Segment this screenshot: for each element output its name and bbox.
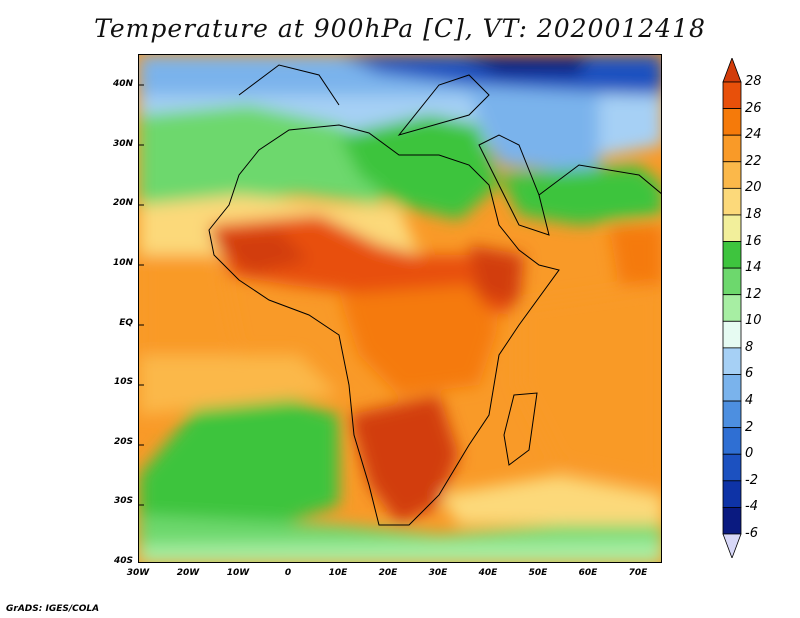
field-atlantic-cooler: [139, 355, 339, 415]
field-indian-ocean: [519, 285, 661, 485]
lon-label: 0: [284, 568, 292, 578]
colorbar-swatch: [722, 427, 742, 455]
colorbar-label: 4: [745, 393, 754, 409]
lat-label: 10S: [113, 377, 133, 387]
lon-label: 30E: [428, 568, 448, 578]
colorbar-swatch: [722, 453, 742, 482]
colorbar-label: 18: [745, 206, 762, 222]
field-south-indian-yellow: [439, 475, 661, 525]
colorbar-label: 10: [745, 313, 762, 329]
lat-label: 10N: [112, 258, 133, 268]
lat-label: 40N: [112, 79, 133, 89]
colorbar-swatch: [722, 347, 742, 375]
lat-label: 30N: [112, 139, 133, 149]
field-southern-ocean-cool: [139, 540, 661, 562]
colorbar-label: 12: [745, 286, 762, 302]
colorbar-label: -2: [745, 472, 758, 488]
colorbar-swatch: [722, 187, 742, 216]
lon-label: 20W: [176, 568, 200, 578]
colorbar: [722, 58, 742, 558]
coastlines: [208, 64, 661, 526]
map-title: Temperature at 900hPa [C], VT: 202001241…: [94, 14, 706, 43]
lat-label: EQ: [119, 318, 133, 328]
colorbar-label: 8: [745, 339, 754, 355]
colorbar-swatch: [722, 480, 742, 508]
colorbar-label: -6: [745, 526, 758, 541]
colorbar-swatch: [722, 241, 742, 269]
colorbar-label: 20: [745, 180, 762, 196]
lon-label: 70E: [628, 568, 648, 578]
colorbar-swatch: [722, 134, 742, 163]
colorbar-label: 6: [745, 366, 754, 382]
lat-label: 40S: [113, 556, 133, 566]
field-east-africa-hottest: [469, 245, 524, 305]
colorbar-swatch: [722, 81, 742, 109]
colorbar-swatch: [722, 533, 742, 558]
lon-label: 50E: [528, 568, 548, 578]
lat-label: 30S: [113, 496, 133, 506]
colorbar-swatch: [722, 108, 742, 136]
lon-label: 10E: [328, 568, 348, 578]
colorbar-swatch: [722, 400, 742, 429]
colorbar-label: 14: [745, 260, 762, 276]
lat-label: 20N: [112, 198, 133, 208]
field-central-africa: [339, 285, 499, 395]
lon-label: 30W: [126, 568, 150, 578]
colorbar-label: 16: [745, 233, 762, 249]
colorbar-label: 26: [745, 100, 762, 116]
colorbar-swatch: [722, 507, 742, 535]
credit-text: GrADS: IGES/COLA: [6, 604, 100, 614]
field-atlantic-warm: [139, 255, 239, 355]
colorbar-label: 24: [745, 127, 762, 143]
field-sahara-green: [339, 115, 499, 220]
field-south-atlantic: [139, 395, 339, 525]
map-ticks: [139, 84, 144, 506]
colorbar-label: 22: [745, 153, 762, 169]
lon-label: 60E: [578, 568, 598, 578]
colorbar-label: 0: [745, 446, 754, 462]
lat-label: 20S: [113, 437, 133, 447]
colorbar-swatch: [722, 58, 742, 83]
colorbar-swatch: [722, 161, 742, 189]
colorbar-swatch: [722, 267, 742, 296]
colorbar-swatch: [722, 374, 742, 402]
colorbar-label: 2: [745, 419, 754, 435]
temperature-map: [138, 54, 662, 563]
colorbar-label: 28: [745, 74, 762, 89]
lon-label: 40E: [478, 568, 498, 578]
field-arabian-sea: [609, 225, 661, 285]
colorbar-label: -4: [745, 499, 758, 515]
field-nw-africa: [139, 105, 399, 205]
colorbar-swatch: [722, 320, 742, 349]
field-arabia-cold: [469, 95, 599, 175]
field-west-africa-hottest: [209, 230, 309, 275]
field-coldest-core: [459, 55, 589, 75]
field-arabia-green: [499, 165, 661, 225]
field-southern-africa-hot: [349, 395, 459, 525]
colorbar-swatch: [722, 214, 742, 242]
lon-label: 20E: [378, 568, 398, 578]
colorbar-swatch: [722, 294, 742, 322]
lon-label: 10W: [226, 568, 250, 578]
